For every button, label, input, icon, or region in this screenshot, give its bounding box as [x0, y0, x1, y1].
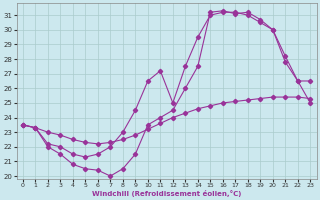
X-axis label: Windchill (Refroidissement éolien,°C): Windchill (Refroidissement éolien,°C) [92, 190, 241, 197]
